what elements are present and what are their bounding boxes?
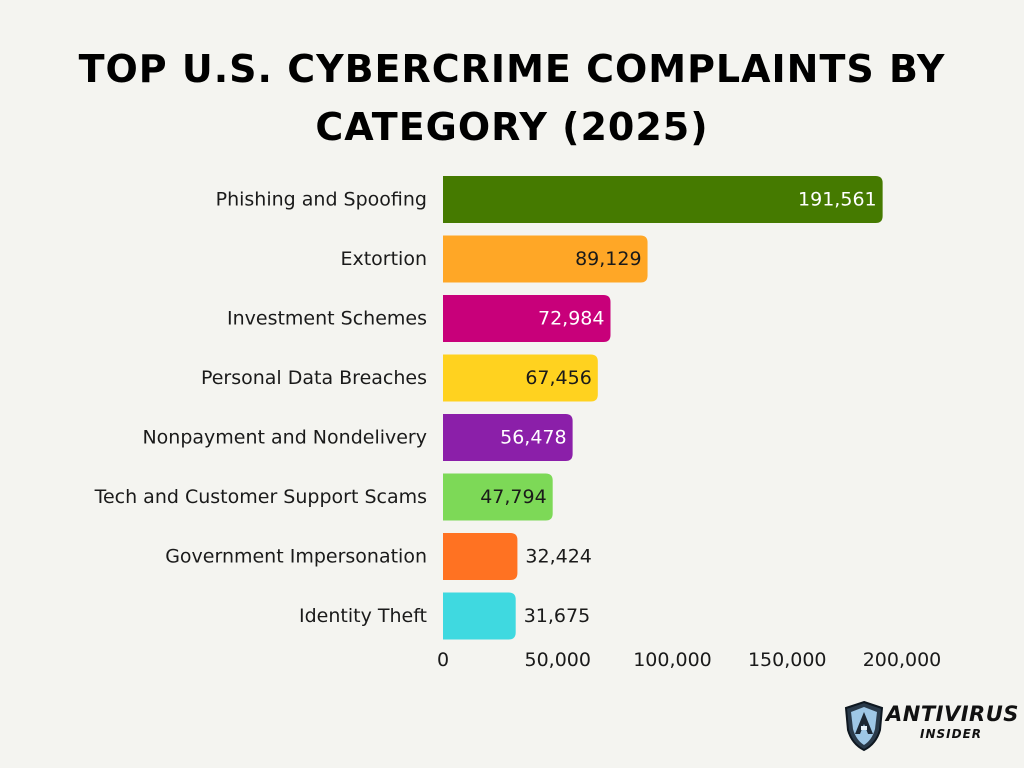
x-tick-label: 200,000 — [863, 649, 942, 671]
logo-word-insider: INSIDER — [920, 727, 983, 741]
bar — [443, 235, 648, 283]
category-label: Extortion — [340, 248, 427, 270]
category-label: Government Impersonation — [165, 546, 427, 568]
x-tick-label: 150,000 — [748, 649, 827, 671]
bar-value-label: 72,984 — [538, 308, 604, 330]
logo-word-antivirus: ANTIVIRUS — [886, 702, 1019, 726]
bar — [443, 295, 611, 342]
bar-chart: Phishing and Spoofing 191,561 Extortion 89,… — [94, 176, 942, 671]
bar-value-label: 31,675 — [524, 605, 590, 627]
bar — [443, 354, 598, 402]
bar-value-label: 47,794 — [480, 486, 546, 508]
bar — [443, 414, 573, 461]
bar — [443, 533, 518, 580]
antivirus-insider-logo: ANTIVIRUS INSIDER — [842, 698, 1018, 754]
x-tick-label: 0 — [437, 649, 449, 671]
shield-icon — [844, 700, 884, 752]
category-label: Tech and Customer Support Scams — [94, 486, 427, 508]
bar-value-label: 191,561 — [798, 189, 877, 211]
bar-value-label: 67,456 — [525, 367, 591, 389]
category-label: Phishing and Spoofing — [216, 189, 427, 211]
bar — [443, 473, 553, 521]
category-label: Investment Schemes — [227, 308, 427, 330]
category-label: Nonpayment and Nondelivery — [142, 427, 427, 449]
bar-value-label: 56,478 — [500, 427, 566, 449]
category-label: Identity Theft — [299, 605, 427, 627]
category-label: Personal Data Breaches — [201, 367, 427, 389]
x-tick-label: 50,000 — [525, 649, 591, 671]
bar — [443, 592, 516, 640]
bar-value-label: 32,424 — [525, 546, 591, 568]
bar — [443, 176, 883, 223]
chart-title: Top U.S. Cybercrime Complaints by Catego… — [78, 47, 946, 149]
x-tick-label: 100,000 — [633, 649, 712, 671]
bar-value-label: 89,129 — [575, 248, 641, 270]
